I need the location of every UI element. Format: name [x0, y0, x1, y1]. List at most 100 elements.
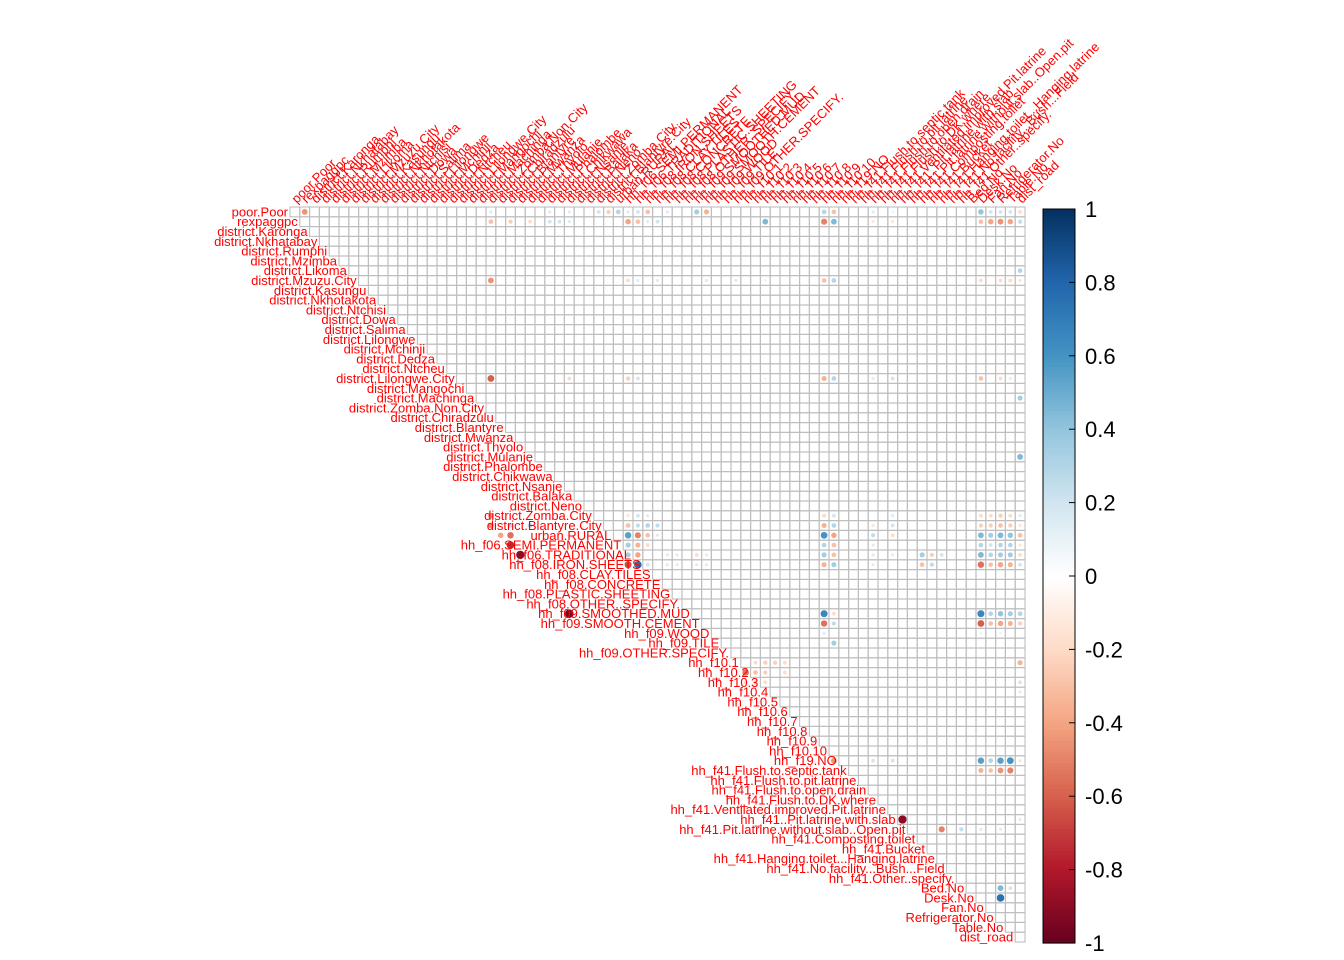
- grid-cell: [936, 353, 948, 365]
- grid-cell: [534, 304, 546, 316]
- grid-cell: [1014, 422, 1026, 433]
- grid-cell: [877, 343, 889, 355]
- grid-cell: [730, 373, 742, 384]
- grid-cell: [995, 872, 1006, 884]
- grid-cell: [710, 245, 722, 257]
- grid-cell: [857, 637, 869, 649]
- grid-cell: [857, 294, 869, 306]
- grid-cell: [936, 578, 948, 590]
- grid-cell: [799, 461, 810, 473]
- grid-cell: [936, 324, 948, 335]
- grid-cell: [877, 676, 889, 688]
- grid-cell: [612, 343, 624, 355]
- grid-cell: [612, 373, 624, 384]
- grid-cell: [887, 627, 899, 639]
- grid-cell: [887, 569, 899, 580]
- grid-cell: [563, 382, 575, 394]
- grid-cell: [926, 314, 938, 326]
- grid-cell: [416, 206, 428, 218]
- grid-cell: [926, 373, 938, 384]
- correlation-point: [830, 218, 838, 225]
- grid-cell: [642, 245, 654, 257]
- grid-cell: [671, 255, 683, 267]
- grid-cell: [946, 402, 957, 414]
- grid-cell: [975, 265, 987, 277]
- grid-cell: [995, 265, 1006, 277]
- row-label: Bed.No: [921, 881, 964, 896]
- colorbar-segment: [1043, 542, 1075, 548]
- grid-cell: [652, 333, 663, 345]
- grid-cell: [446, 255, 458, 267]
- grid-cell: [985, 265, 997, 277]
- grid-cell: [671, 431, 683, 443]
- grid-cell: [456, 294, 467, 306]
- grid-cell: [759, 618, 771, 629]
- colorbar-segment: [1043, 256, 1075, 261]
- colorbar-segment: [1043, 520, 1075, 526]
- grid-cell: [544, 422, 556, 433]
- grid-cell: [857, 706, 869, 718]
- grid-cell: [348, 216, 360, 228]
- grid-cell: [955, 618, 967, 629]
- grid-cell: [857, 725, 869, 737]
- grid-cell: [818, 461, 830, 473]
- grid-cell: [642, 480, 654, 492]
- grid-cell: [808, 559, 820, 571]
- grid-cell: [769, 245, 781, 257]
- grid-cell: [661, 431, 673, 443]
- grid-cell: [759, 245, 771, 257]
- correlation-point: [694, 552, 699, 558]
- grid-cell: [975, 490, 987, 502]
- grid-cell: [505, 353, 516, 365]
- grid-cell: [857, 245, 869, 257]
- colorbar-segment: [1043, 315, 1075, 320]
- grid-cell: [985, 255, 997, 267]
- row-label: hh_f09.WOOD: [624, 626, 709, 641]
- grid-cell: [955, 324, 967, 335]
- row-label: urban.RURAL: [530, 528, 611, 543]
- grid-cell: [652, 265, 663, 277]
- grid-cell: [877, 735, 889, 747]
- grid-cell: [877, 755, 889, 767]
- colorbar-segment: [1043, 752, 1075, 757]
- grid-cell: [799, 255, 810, 267]
- grid-cell: [818, 363, 830, 375]
- grid-cell: [965, 422, 977, 433]
- grid-cell: [750, 539, 761, 551]
- grid-cell: [720, 314, 732, 326]
- grid-cell: [563, 392, 575, 404]
- grid-cell: [946, 412, 957, 424]
- correlation-point: [871, 552, 876, 557]
- grid-cell: [720, 235, 732, 247]
- grid-cell: [730, 431, 742, 443]
- grid-cell: [897, 412, 908, 424]
- grid-cell: [946, 206, 957, 218]
- grid-cell: [906, 794, 918, 806]
- row-label: hh_f41.Flush.to.DK.where: [726, 792, 876, 807]
- grid-cell: [779, 382, 791, 394]
- grid-cell: [661, 490, 673, 502]
- grid-cell: [975, 431, 987, 443]
- grid-cell: [838, 598, 850, 610]
- grid-cell: [897, 529, 908, 541]
- grid-cell: [652, 382, 663, 394]
- correlation-point: [987, 610, 994, 617]
- grid-cell: [926, 343, 938, 355]
- grid-cell: [652, 314, 663, 326]
- grid-cell: [867, 588, 879, 600]
- grid-cell: [593, 324, 605, 335]
- grid-cell: [642, 373, 654, 384]
- grid-cell: [995, 588, 1006, 600]
- grid-cell: [769, 373, 781, 384]
- grid-cell: [642, 490, 654, 502]
- grid-cell: [808, 637, 820, 649]
- grid-cell: [583, 314, 595, 326]
- grid-cell: [544, 441, 556, 453]
- grid-cell: [710, 451, 722, 463]
- grid-cell: [661, 255, 673, 267]
- colorbar-segment: [1043, 289, 1075, 295]
- grid-cell: [985, 853, 997, 865]
- colorbar-segment: [1043, 873, 1075, 878]
- grid-cell: [808, 549, 820, 561]
- grid-cell: [906, 676, 918, 688]
